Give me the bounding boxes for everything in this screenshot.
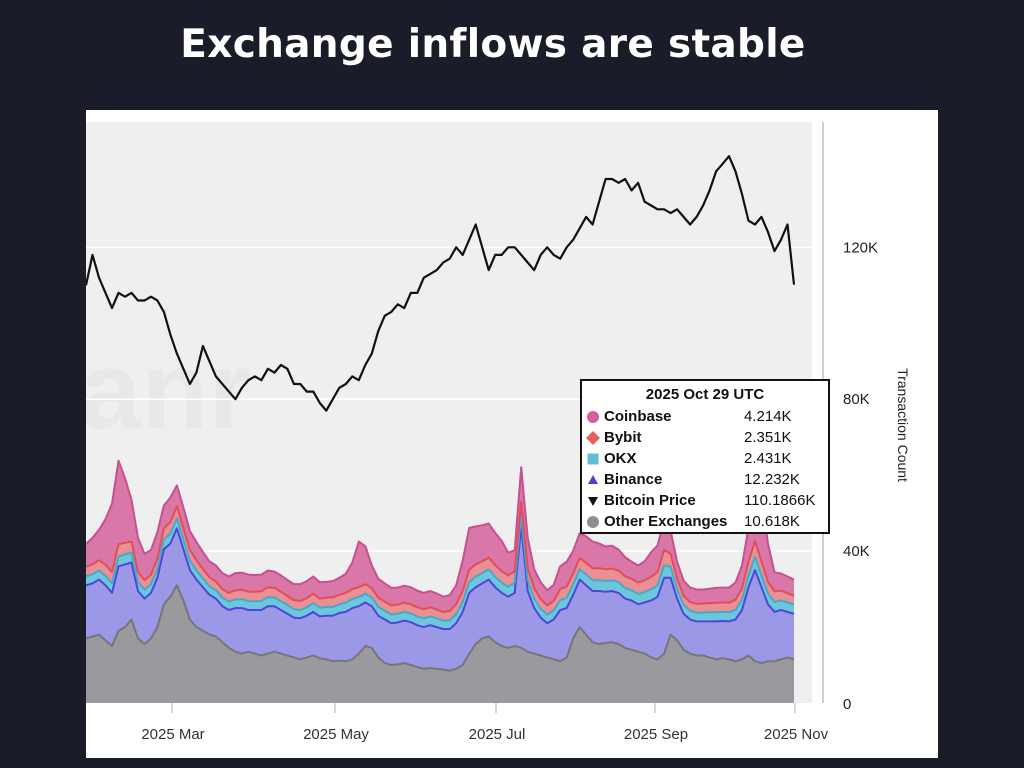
x-tick-label: 2025 Jul — [469, 726, 526, 743]
area-other-exchanges — [86, 585, 794, 703]
circle-marker-icon — [582, 410, 604, 424]
tooltip-series-value: 12.232K — [744, 471, 800, 488]
area-binance — [86, 526, 794, 671]
area-coinbase — [86, 457, 794, 612]
x-tick-label: 2025 Mar — [141, 726, 204, 743]
tooltip-row: Bybit 2.351K — [582, 427, 828, 448]
line-binance — [86, 525, 795, 630]
tooltip-series-value: 10.618K — [744, 513, 800, 530]
series-lines — [86, 456, 795, 672]
chart-card: anr 2025 Mar 2025 May 2025 Jul 2025 Sep 2025… — [86, 110, 938, 758]
tooltip-series-name: Binance — [604, 471, 663, 488]
x-tick-label: 2025 Nov — [764, 726, 829, 743]
circle-marker-icon — [582, 515, 604, 529]
y-tick-label: 120K — [843, 239, 878, 256]
tooltip-series-name: Coinbase — [604, 408, 672, 425]
chart-title: Exchange inflows are stable — [180, 22, 806, 67]
tooltip-series-name: OKX — [604, 450, 637, 467]
x-axis: 2025 Mar 2025 May 2025 Jul 2025 Sep 2025 Nov — [141, 703, 829, 743]
line-bybit — [86, 500, 795, 613]
y-axis-label: Transaction Count — [895, 368, 911, 482]
tooltip-row: OKX 2.431K — [582, 448, 828, 469]
x-tick-label: 2025 Sep — [624, 726, 688, 743]
line-other-exchanges — [86, 584, 795, 672]
line-okx — [86, 514, 795, 622]
tooltip: 2025 Oct 29 UTC Coinbase 4.214K Bybit 2.351… — [580, 379, 830, 534]
tooltip-series-value: 2.431K — [744, 450, 792, 467]
y-tick-label: 0 — [843, 696, 851, 713]
square-marker-icon — [582, 452, 604, 466]
tooltip-date: 2025 Oct 29 UTC — [645, 386, 765, 403]
watermark: anr — [86, 329, 251, 452]
tooltip-row: Bitcoin Price 110.1866K — [582, 490, 828, 511]
tooltip-row: Binance 12.232K — [582, 469, 828, 490]
y-axis: 0 40K 80K 120K — [843, 239, 878, 713]
tooltip-series-name: Other Exchanges — [604, 513, 728, 530]
tooltip-row: Other Exchanges 10.618K — [582, 511, 828, 532]
tooltip-row: Coinbase 4.214K — [582, 406, 828, 427]
line-coinbase — [86, 456, 795, 598]
triangle-down-marker-icon — [582, 494, 604, 508]
bitcoin-price-line — [86, 155, 796, 412]
tooltip-series-name: Bybit — [604, 429, 642, 446]
diamond-marker-icon — [582, 430, 604, 445]
x-tick-label: 2025 May — [303, 726, 369, 743]
tooltip-series-value: 4.214K — [744, 408, 792, 425]
y-tick-label: 80K — [843, 391, 870, 408]
tooltip-rows: Coinbase 4.214K Bybit 2.351K OKX 2.431K Binanc… — [582, 406, 828, 532]
triangle-up-marker-icon — [582, 473, 604, 487]
tooltip-series-value: 2.351K — [744, 429, 792, 446]
tooltip-series-value: 110.1866K — [744, 492, 816, 509]
tooltip-series-name: Bitcoin Price — [604, 492, 696, 509]
y-tick-label: 40K — [843, 543, 870, 560]
